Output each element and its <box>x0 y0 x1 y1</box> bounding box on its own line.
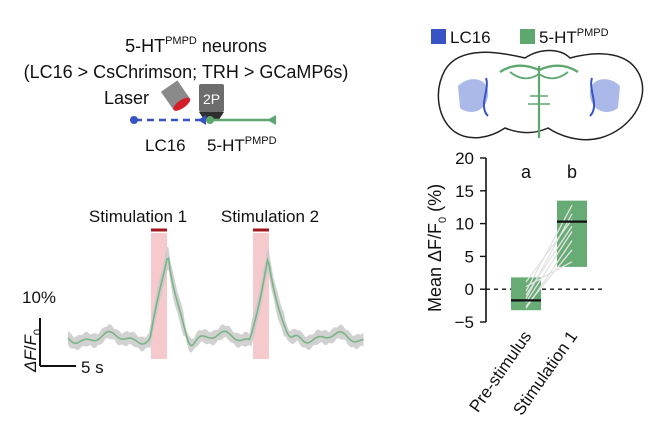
objective-label: 2P <box>203 91 220 107</box>
stim2-label: Stimulation 2 <box>221 207 319 226</box>
lc16-projection-left <box>483 77 489 117</box>
serotonin-arbor-branches <box>509 71 569 80</box>
genotype-subtitle: (LC16 > CsChrimson; TRH > GCaMP6s) <box>24 62 349 82</box>
serotonin-commissure <box>528 95 550 105</box>
legend-label-serotonin: 5-HTPMPD <box>539 27 609 47</box>
paired-lines <box>525 204 573 309</box>
paired-line <box>525 231 573 303</box>
y-tick-label: 5 <box>465 247 474 266</box>
laser-icon <box>160 80 191 111</box>
legend-label-lc16: LC16 <box>450 28 491 47</box>
lobula-left <box>458 79 489 112</box>
scale-y-axis-label: ΔF/F0 <box>21 329 44 373</box>
trace-mean-line <box>67 257 364 347</box>
paired-line <box>525 240 573 309</box>
paired-line <box>525 219 573 283</box>
paired-line <box>525 225 573 296</box>
y-axis-label: Mean ΔF/F0 (%) <box>425 184 449 312</box>
lc16-projection-right <box>589 77 595 117</box>
paired-line <box>525 204 573 292</box>
y-tick-label: 10 <box>455 215 474 234</box>
scale-x-value: 5 s <box>81 358 104 377</box>
serotonin-arbor-top <box>499 64 579 74</box>
y-ticks: −5 0 5 10 15 20 <box>455 149 486 332</box>
y-tick-label: 0 <box>465 280 474 299</box>
trace-sem-band <box>68 246 364 353</box>
y-tick-label: −5 <box>455 313 474 332</box>
stim1-label: Stimulation 1 <box>89 207 187 226</box>
lc16-terminal <box>198 115 206 125</box>
serotonin-terminal <box>267 115 276 125</box>
y-tick-label: 20 <box>455 149 474 168</box>
serotonin-label: 5-HTPMPD <box>207 135 277 155</box>
medians <box>511 220 587 302</box>
brain-schematic <box>437 49 644 141</box>
scale-y-value: 10% <box>22 288 56 307</box>
lobula-right <box>589 79 620 112</box>
lc16-label: LC16 <box>145 136 186 155</box>
significance-letter: a <box>521 162 532 182</box>
legend-swatch-serotonin <box>520 29 535 44</box>
legend-swatch-lc16 <box>431 29 446 44</box>
two-photon-objective-icon: 2P <box>199 84 224 121</box>
laser-label: Laser <box>104 88 149 108</box>
brain-outline <box>437 49 644 141</box>
serotonin-soma <box>206 116 214 124</box>
significance-letter: b <box>567 162 577 182</box>
neuron-title: 5-HTPMPD neurons <box>125 35 267 56</box>
y-tick-label: 15 <box>455 182 474 201</box>
lc16-soma <box>130 116 138 124</box>
